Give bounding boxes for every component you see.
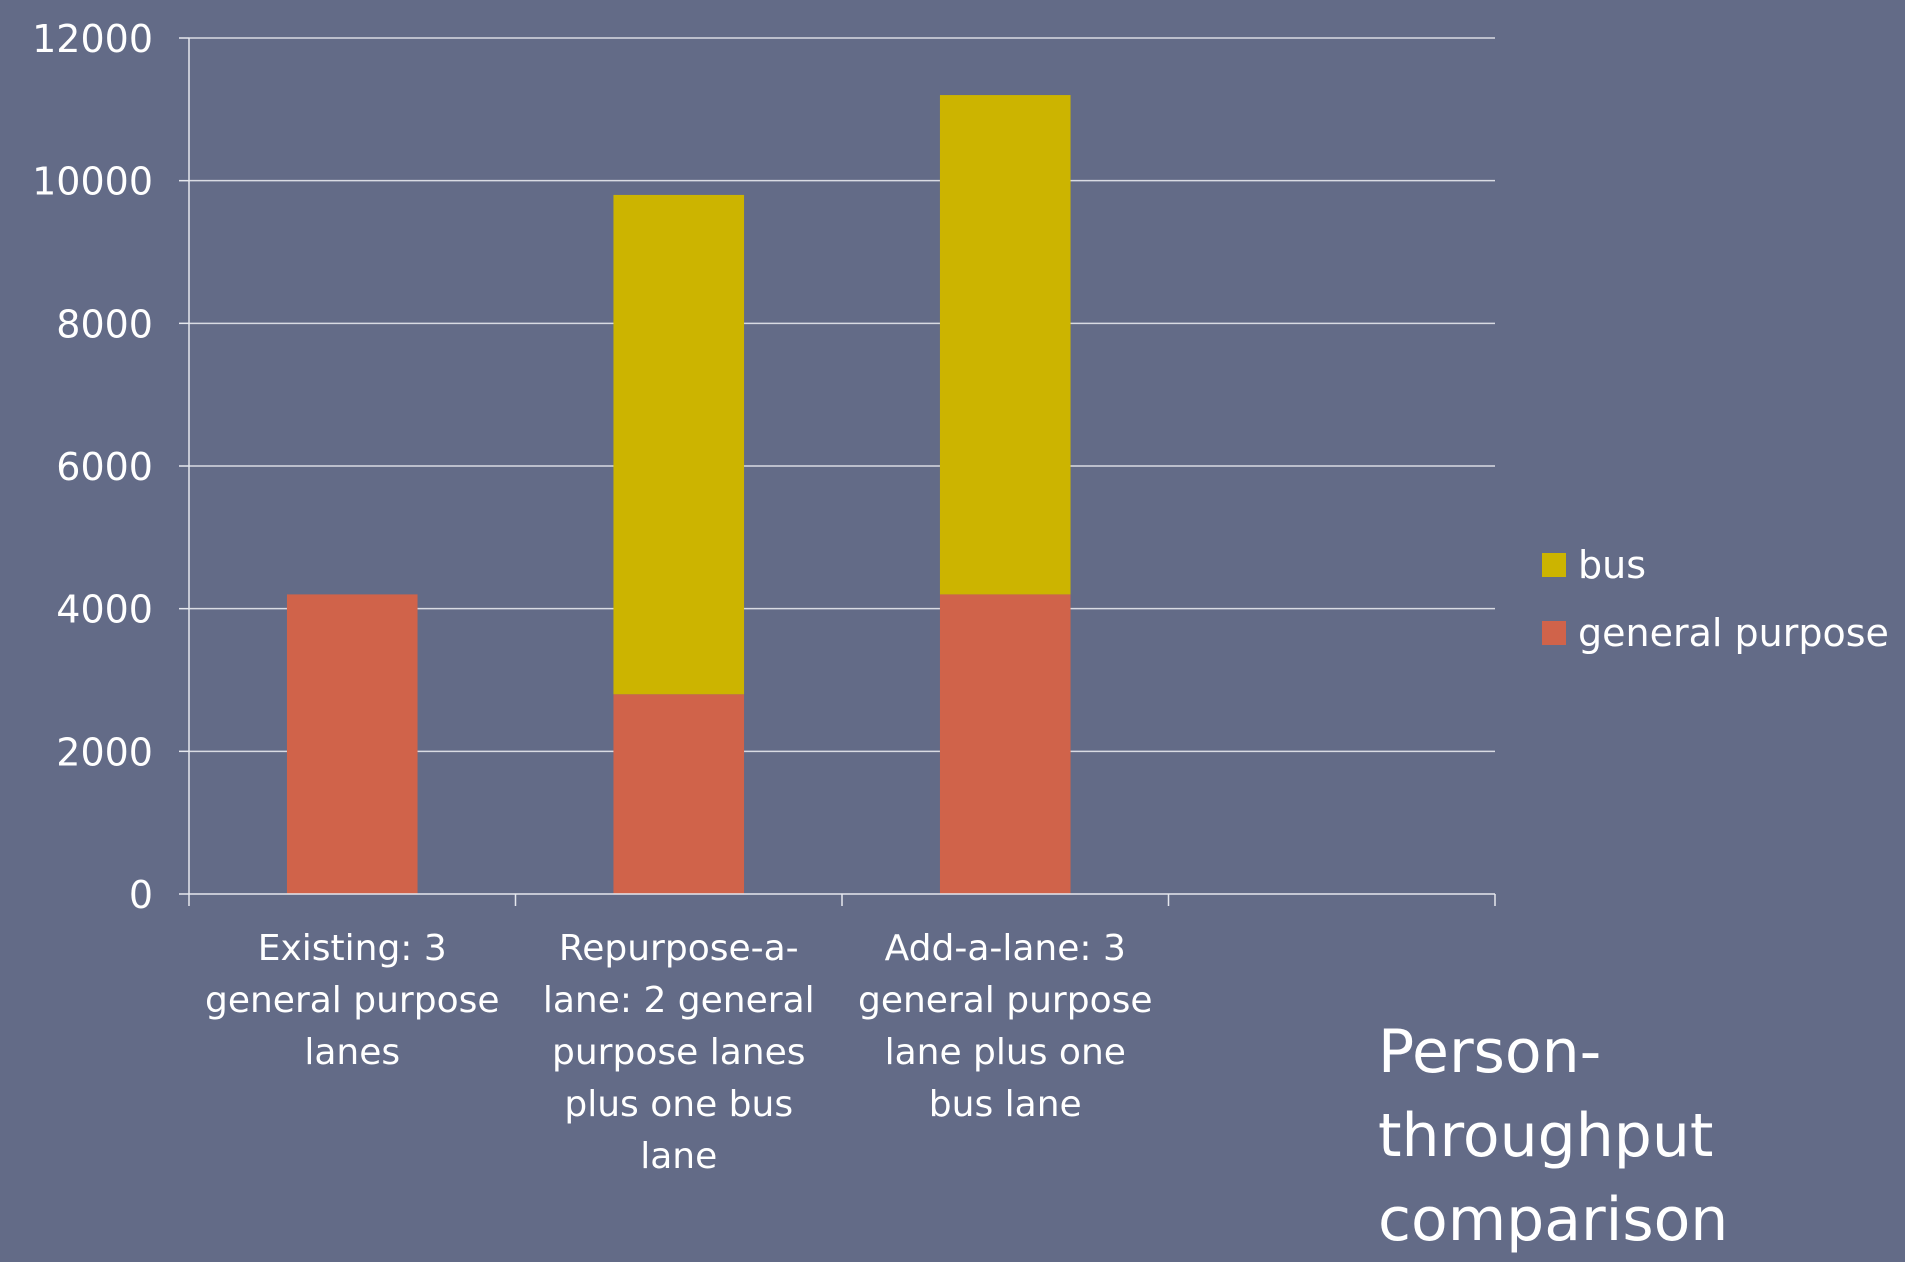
x-tick-labels: Existing: 3 general purpose lanes Repurpose…: [205, 928, 1153, 1176]
bar-bus: [939, 95, 1071, 595]
y-tick-label: 8000: [56, 302, 153, 346]
bar-general-purpose: [613, 694, 745, 894]
y-tick-label: 4000: [56, 588, 153, 632]
x-tick-label: Existing: 3: [258, 928, 447, 969]
chart-caption: Person-throughput comparison: [1378, 1010, 1898, 1262]
y-tick-label: 10000: [32, 160, 153, 204]
x-tick-label: lane: [640, 1136, 717, 1176]
bar-general-purpose: [286, 594, 418, 894]
bar-bus: [613, 194, 745, 695]
bar-general-purpose: [939, 594, 1071, 894]
x-tick-label: plus one bus: [564, 1084, 793, 1125]
x-tick-label: general purpose: [858, 980, 1153, 1021]
x-tick-label: lane: 2 general: [543, 980, 815, 1021]
y-tick-label: 12000: [32, 17, 153, 61]
stacked-bar-chart: 0 2000 4000 6000 8000 10000 12000 Existing: 3 g…: [32, 17, 1889, 1176]
legend-swatch-general-purpose: [1542, 621, 1566, 645]
caption-line-1: Person-throughput: [1378, 1017, 1714, 1171]
caption-line-2: comparison: [1378, 1185, 1729, 1255]
bars: [286, 95, 1071, 894]
x-tick-label: Add-a-lane: 3: [885, 928, 1126, 969]
x-tick-label: lanes: [304, 1032, 400, 1073]
legend-swatch-bus: [1542, 553, 1566, 577]
y-tick-label: 0: [129, 873, 153, 917]
y-tick-label: 2000: [56, 730, 153, 774]
x-tick-label: purpose lanes: [552, 1032, 805, 1073]
y-tick-labels: 0 2000 4000 6000 8000 10000 12000: [32, 17, 153, 917]
legend: bus general purpose: [1542, 543, 1889, 655]
axes: [188, 38, 1496, 906]
x-tick-label: general purpose: [205, 980, 500, 1021]
y-tick-label: 6000: [56, 445, 153, 489]
legend-label-bus: bus: [1578, 543, 1646, 587]
x-tick-label: lane plus one: [885, 1032, 1126, 1073]
x-tick-label: Repurpose-a-: [559, 928, 799, 969]
legend-label-general-purpose: general purpose: [1578, 611, 1889, 655]
x-tick-label: bus lane: [929, 1084, 1082, 1125]
